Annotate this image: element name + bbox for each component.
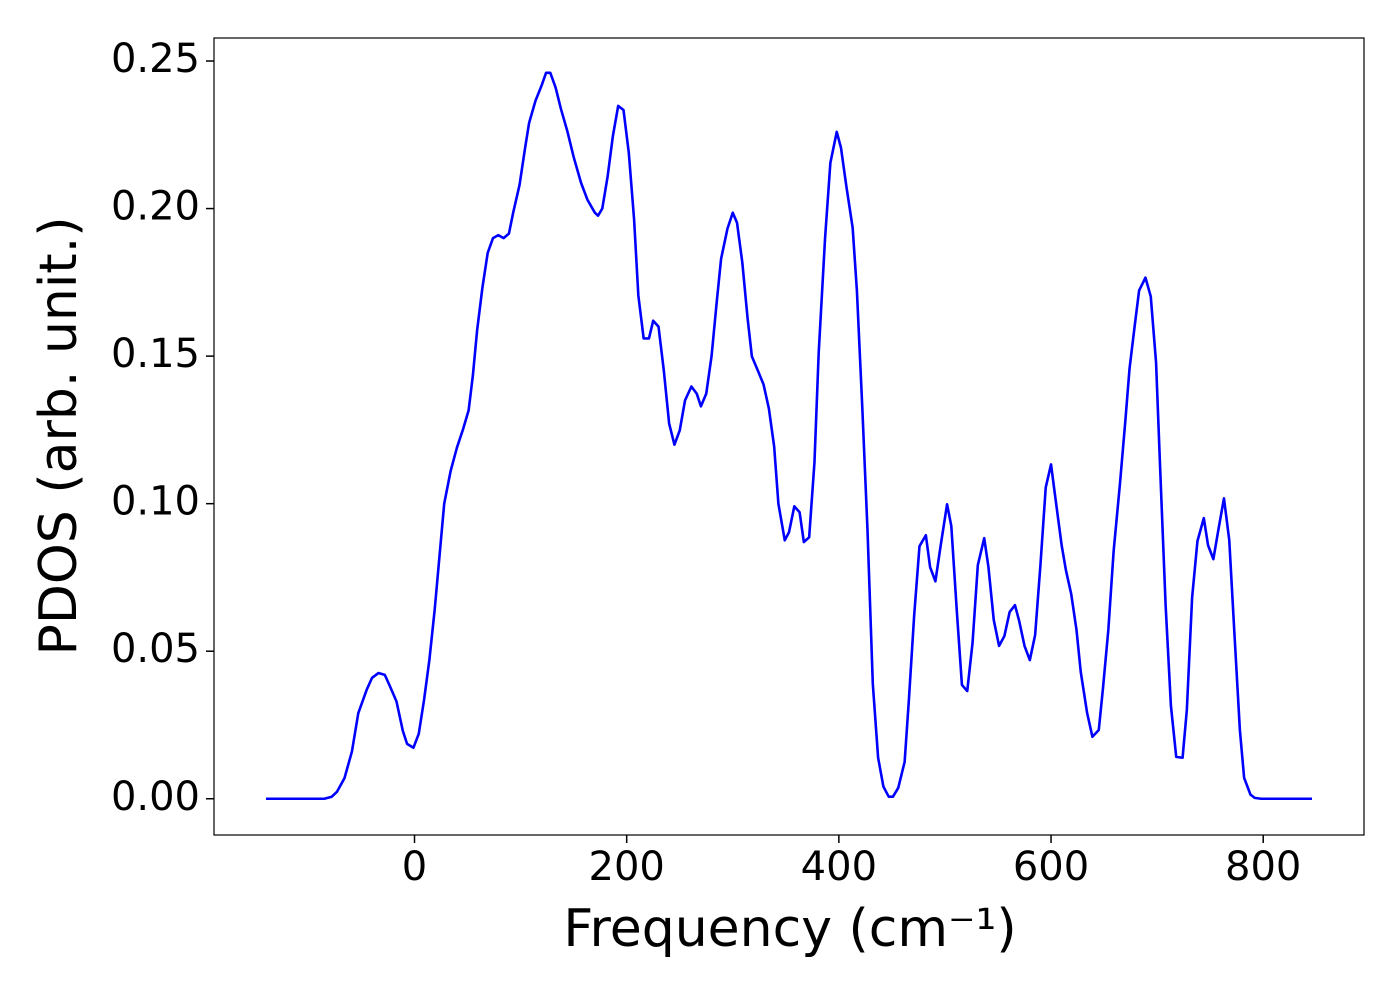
- x-tick-label: 800: [1225, 844, 1301, 890]
- y-tick-label: 0.15: [111, 331, 200, 377]
- y-tick-label: 0.25: [111, 36, 200, 82]
- y-tick-label: 0.05: [111, 626, 200, 672]
- y-axis-label: PDOS (arb. unit.): [29, 216, 89, 655]
- x-tick-label: 600: [1013, 844, 1089, 890]
- y-tick-label: 0.00: [111, 774, 200, 820]
- y-tick-label: 0.10: [111, 479, 200, 525]
- x-axis-label: Frequency (cm⁻¹): [563, 899, 1016, 959]
- line: [265, 71, 1313, 801]
- y-tick-label: 0.20: [111, 184, 200, 230]
- x-tick-label: 200: [589, 844, 665, 890]
- plot-frame: [213, 37, 1365, 836]
- x-tick-label: 400: [801, 844, 877, 890]
- x-tick-label: 0: [402, 844, 427, 890]
